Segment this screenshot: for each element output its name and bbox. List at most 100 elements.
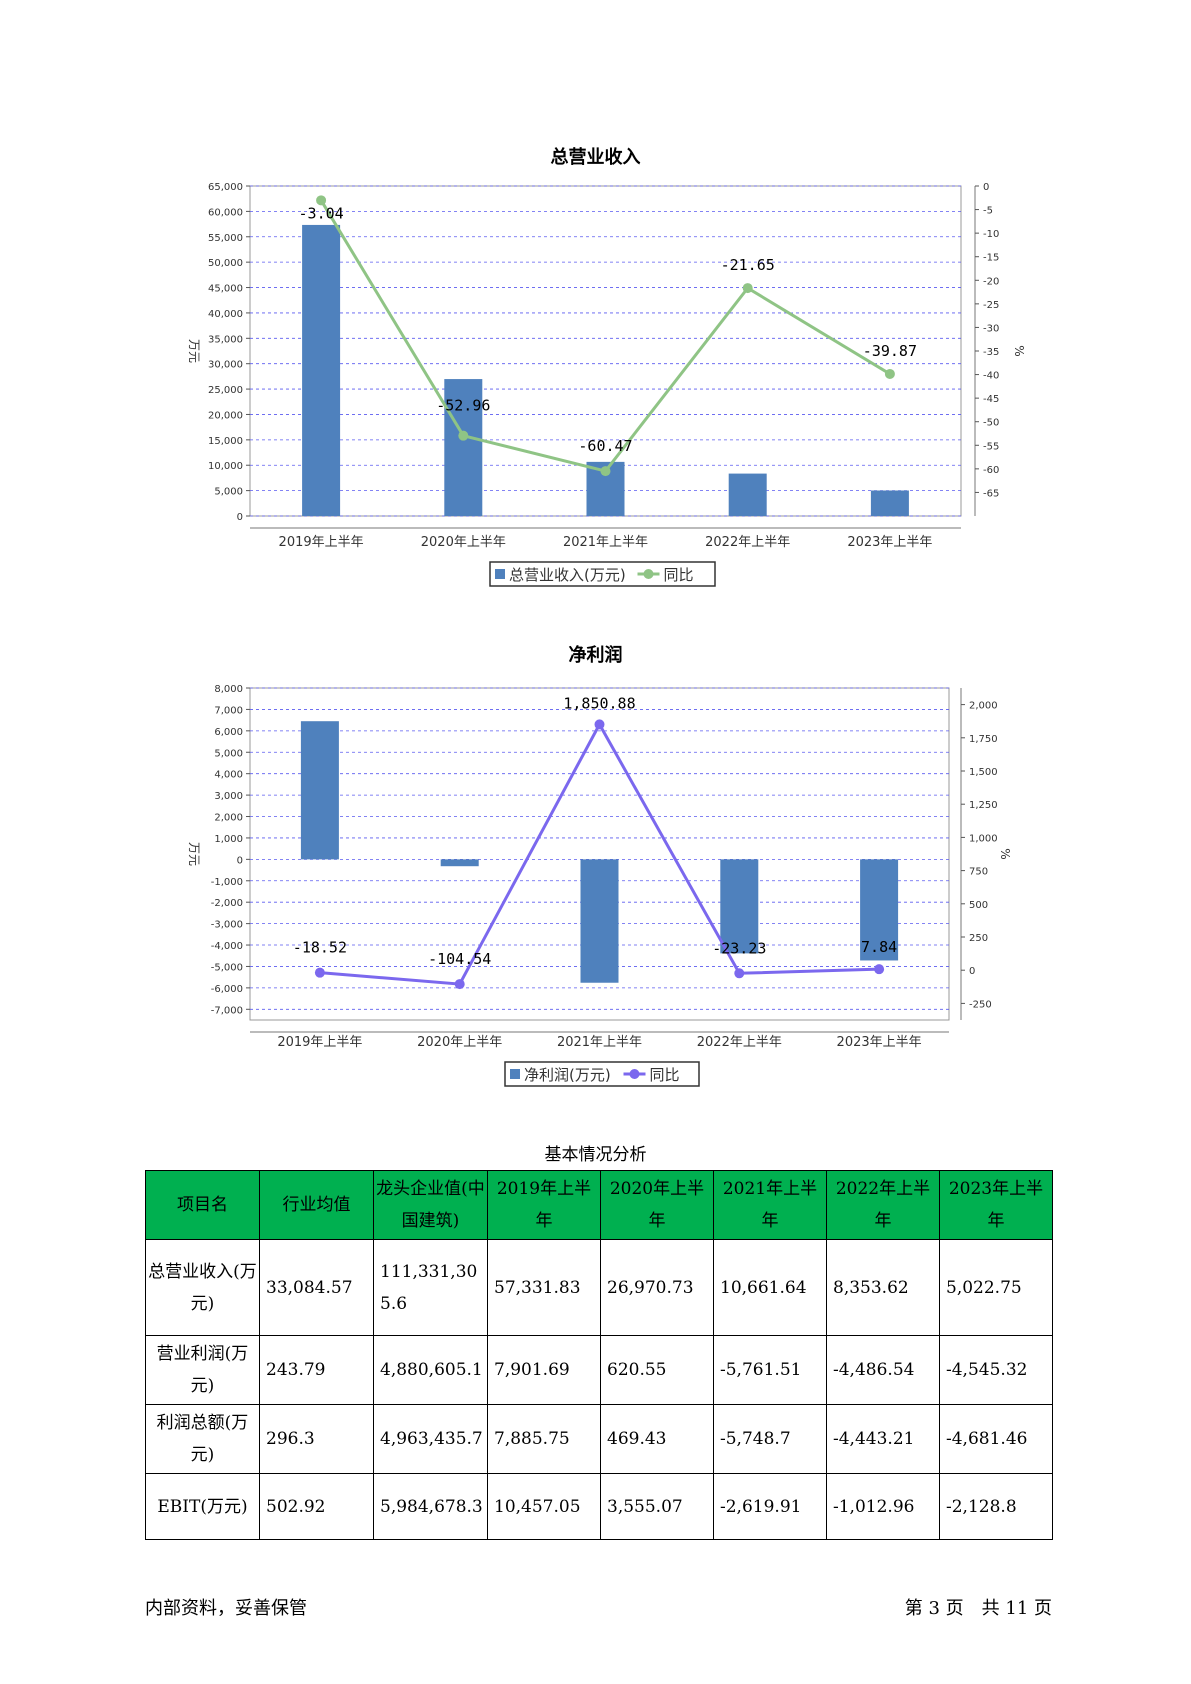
revenue-chart: 0 5,000 10,000 15,000 20,000 25,000 30,000 35,0… [187,182,1026,587]
table-header-cell: 2019年上半年 [487,1170,601,1240]
table-header-cell: 2023年上半年 [939,1170,1053,1240]
y2-axis-label: % [998,848,1012,859]
y-tick-label: 2,000 [214,813,243,824]
y2-tick-label: -20 [983,276,999,287]
legend-bar-swatch [510,1069,520,1079]
y2-tick-label: -60 [983,465,999,476]
y-tick-label: 7,000 [214,705,243,716]
value-cell: -2,128.8 [939,1473,1053,1540]
y-tick-label: 5,000 [214,748,243,759]
value-cell: 111,331,305.6 [373,1239,488,1336]
y-tick-label: 50,000 [208,258,243,269]
legend-box [489,561,716,587]
value-cell: 7,901.69 [487,1335,601,1405]
yoy-data-label: -3.04 [299,204,344,222]
bar [720,859,759,954]
value-cell: -4,443.21 [826,1404,940,1474]
row-label-cell: 营业利润(万元) [145,1335,260,1405]
value-cell: -4,681.46 [939,1404,1053,1474]
y-tick-label: -1,000 [211,877,243,888]
legend-bar-label: 总营业收入(万元) [509,566,626,584]
y2-tick-label: -35 [983,347,999,358]
y-tick-label: 8,000 [214,684,243,695]
yoy-data-label: -52.96 [436,397,490,415]
y-tick-label: 65,000 [208,182,243,193]
revenue-chart-title: 总营业收入 [550,147,641,168]
y2-tick-label: -30 [983,323,999,334]
y-tick-label: 45,000 [208,284,243,295]
y-tick-label: 0 [237,512,243,523]
y2-tick-label: -40 [983,371,999,382]
table-row: 营业利润(万元) 243.79 4,880,605.1 7,901.69 620.55-… [145,1335,1053,1405]
x-tick-label: 2023年上半年 [847,535,932,550]
yoy-data-label: 1,850.88 [563,694,635,712]
y-tick-label: 1,000 [214,834,243,845]
y-axis-label: 万元 [187,842,201,866]
y-tick-label: 25,000 [208,385,243,396]
y2-tick-label: 1,500 [969,767,998,778]
profit-chart-title: 净利润 [568,645,623,666]
y-axis-label: 万元 [187,339,201,363]
row-label-cell: 利润总额(万元) [145,1404,260,1474]
value-cell: -4,545.32 [939,1335,1053,1405]
yoy-point [594,719,605,730]
legend: 总营业收入(万元) 同比 [489,561,716,587]
y2-tick-label: 250 [969,933,988,944]
y2-tick-label: 750 [969,867,988,878]
y-tick-label: -2,000 [211,898,243,909]
value-cell: 4,963,435.7 [373,1404,488,1474]
value-cell: 243.79 [259,1335,374,1405]
legend-bar-label: 净利润(万元) [524,1066,611,1084]
y2-tick-label: -15 [983,253,999,264]
y-tick-label: 10,000 [208,461,243,472]
yoy-data-label: -23.23 [712,939,766,957]
footer-confidential: 内部资料，妥善保管 [145,1598,307,1619]
bar [302,224,341,516]
yoy-point [458,430,469,441]
y-tick-label: 5,000 [214,487,243,498]
value-cell: 26,970.73 [600,1239,714,1336]
y2-tick-label: -250 [969,999,992,1010]
row-label-cell: EBIT(万元) [145,1473,260,1540]
yoy-point [874,964,885,975]
yoy-data-label: 7.84 [861,938,897,956]
basic-analysis-table: 项目名 行业均值 龙头企业值(中国建筑) 2019年上半年 2020年上半年 2021年上… [145,1170,1053,1540]
value-cell: 5,022.75 [939,1239,1053,1336]
table-header-cell: 项目名 [145,1170,260,1240]
value-cell: 469.43 [600,1404,714,1474]
yoy-point [600,466,611,477]
y-tick-label: 3,000 [214,791,243,802]
x-tick-label: 2019年上半年 [279,535,364,550]
y-tick-label: -3,000 [211,920,243,931]
yoy-point [734,968,745,979]
y-tick-label: 55,000 [208,233,243,244]
yoy-point [316,195,327,206]
y2-tick-label: -65 [983,488,999,499]
table-row: 总营业收入(万元) 33,084.57 111,331,305.6 57,331.83… [145,1239,1053,1336]
value-cell: 7,885.75 [487,1404,601,1474]
legend-line-marker [629,1069,640,1079]
value-cell: -1,012.96 [826,1473,940,1540]
x-tick-label: 2021年上半年 [557,1035,642,1050]
plot-area [249,185,962,517]
legend-line-label: 同比 [664,566,694,584]
y2-tick-label: 1,750 [969,734,998,745]
row-label-cell: 总营业收入(万元) [145,1239,260,1336]
yoy-point [314,967,325,978]
bar [870,490,909,516]
y2-tick-label: -25 [983,300,999,311]
y-tick-label: -6,000 [211,984,243,995]
yoy-point [742,283,753,294]
value-cell: 33,084.57 [259,1239,374,1336]
y-tick-label: 6,000 [214,727,243,738]
y2-tick-label: 500 [969,900,988,911]
y-tick-label: 30,000 [208,360,243,371]
x-tick-label: 2023年上半年 [837,1035,922,1050]
yoy-data-label: -18.52 [293,939,347,957]
table-header-cell: 2021年上半年 [713,1170,827,1240]
value-cell: 5,984,678.3 [373,1473,488,1540]
value-cell: -5,748.7 [713,1404,827,1474]
table-caption: 基本情况分析 [544,1145,647,1165]
y2-tick-label: 0 [969,966,975,977]
value-cell: 10,661.64 [713,1239,827,1336]
